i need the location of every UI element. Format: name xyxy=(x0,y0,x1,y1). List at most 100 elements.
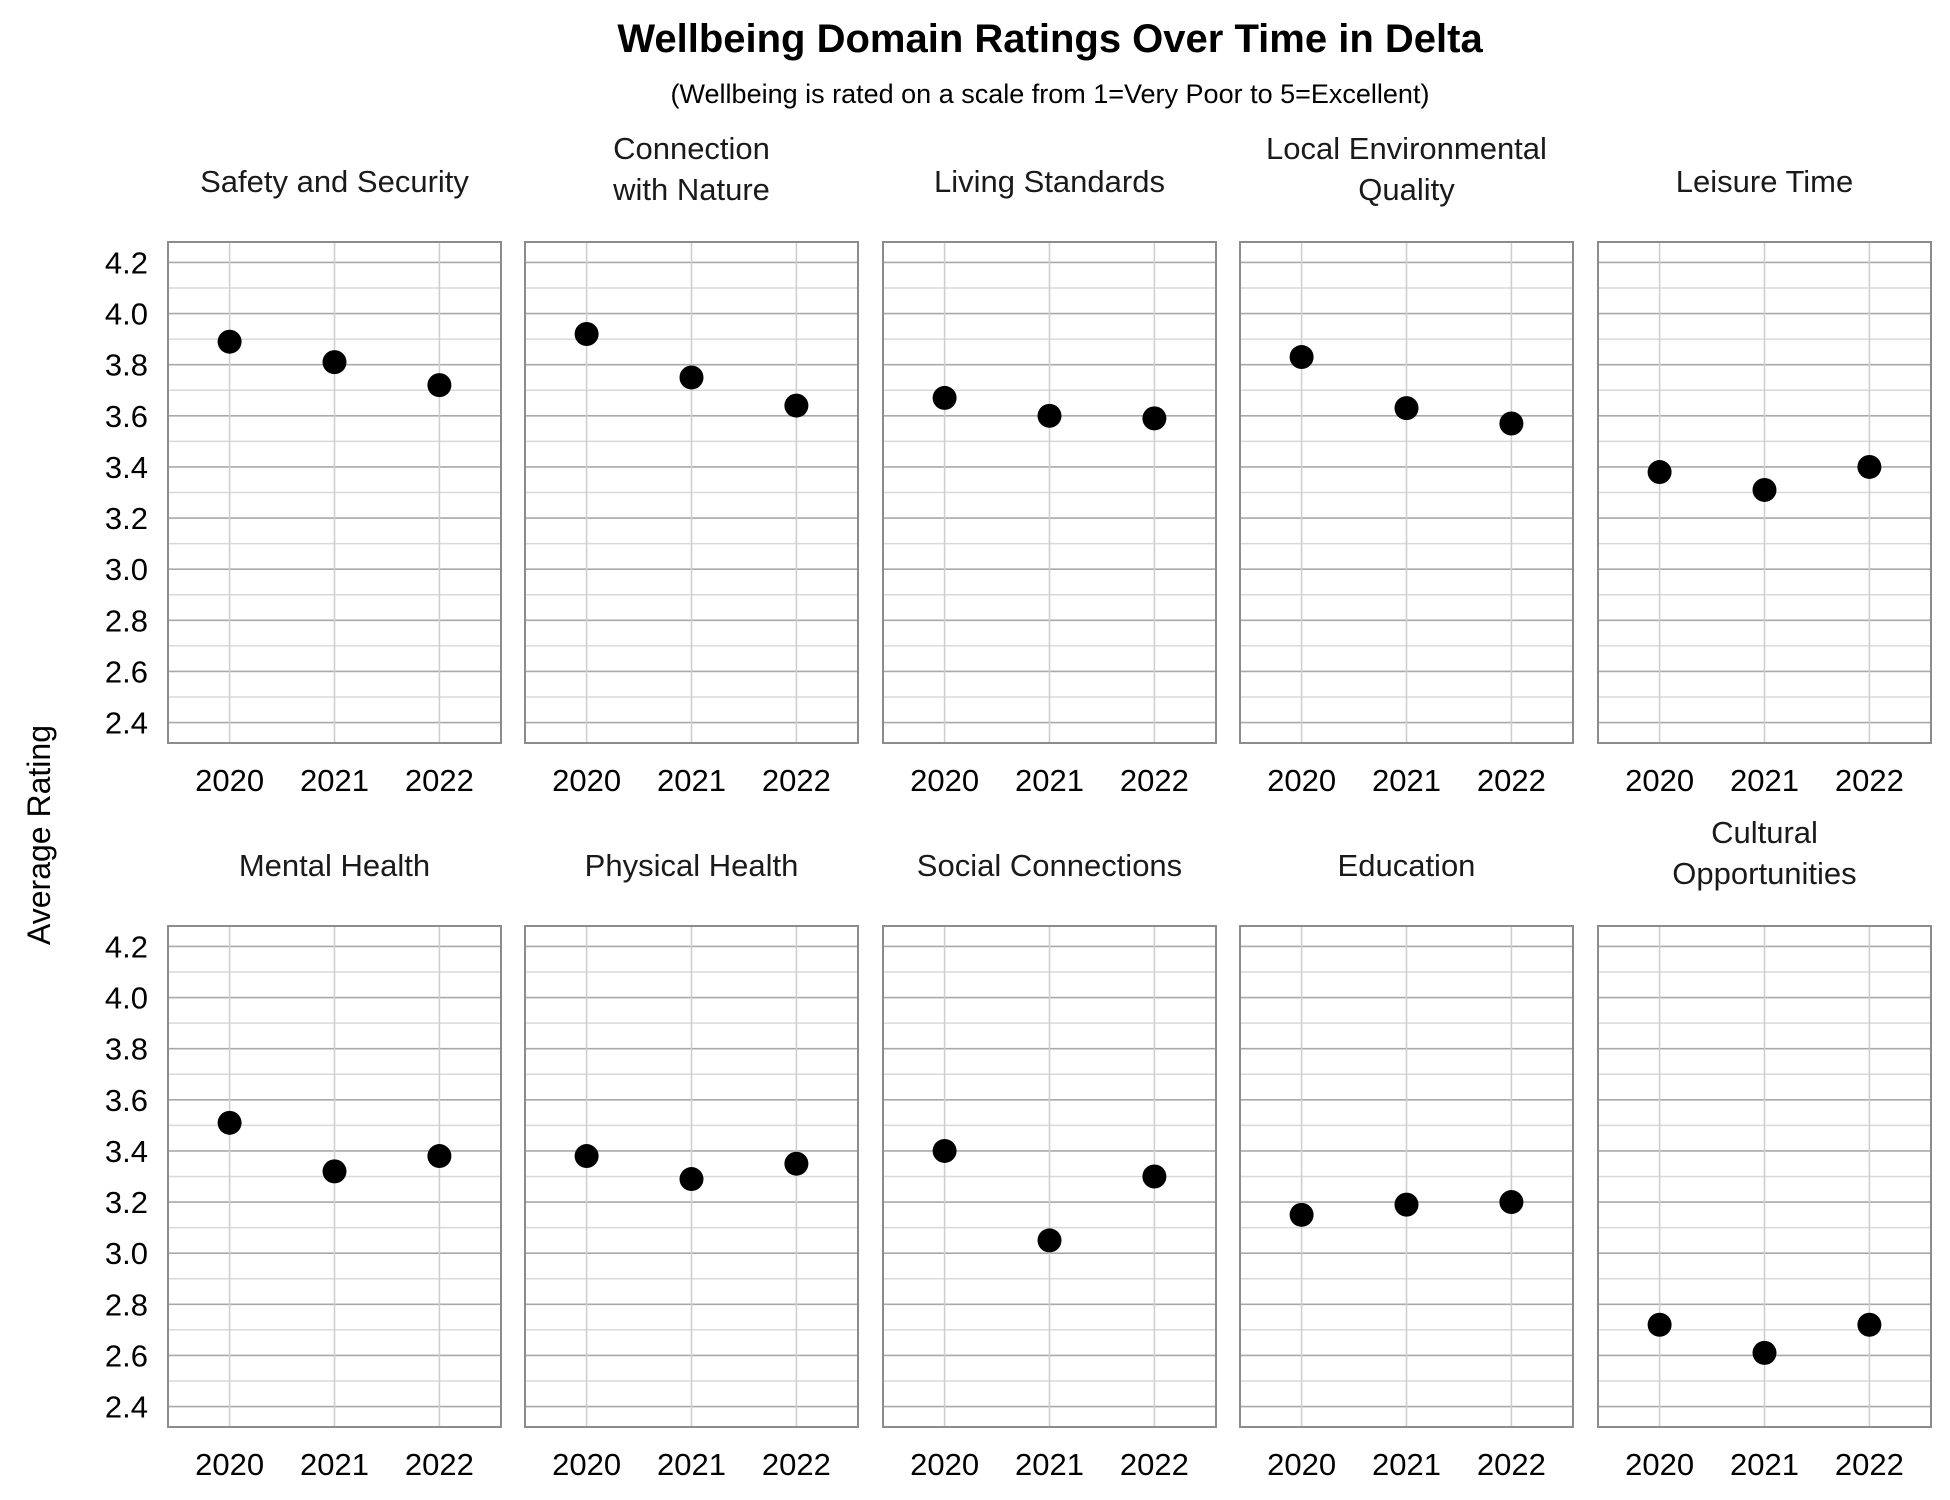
panel-cultural-opportunities: Cultural Opportunities 2020 2021 2022 xyxy=(1597,815,1932,1482)
panel-physical-health: Physical Health 2020 2021 2022 xyxy=(524,848,859,1482)
data-point-connection-with-nature-2022 xyxy=(784,393,809,418)
data-point-local-environmental-quality-2020 xyxy=(1289,345,1314,370)
y-tick-label: 3.0 xyxy=(105,552,148,587)
y-tick-label: 3.6 xyxy=(105,399,148,434)
x-tick-label: 2021 xyxy=(1730,1447,1799,1482)
y-tick-label: 4.2 xyxy=(105,929,148,964)
panel-border xyxy=(1597,241,1932,744)
data-point-connection-with-nature-2020 xyxy=(574,322,599,347)
y-tick-label: 3.2 xyxy=(105,1185,148,1220)
chart-subtitle: (Wellbeing is rated on a scale from 1=Ve… xyxy=(671,79,1430,109)
panel-border xyxy=(882,925,1217,1428)
data-point-mental-health-2020 xyxy=(217,1110,242,1135)
data-point-leisure-time-2021 xyxy=(1752,477,1777,502)
x-tick-label: 2021 xyxy=(657,1447,726,1482)
data-point-education-2020 xyxy=(1289,1202,1314,1227)
x-tick-label: 2020 xyxy=(195,763,264,798)
data-point-living-standards-2022 xyxy=(1142,406,1167,431)
facet-title: Physical Health xyxy=(585,848,799,883)
data-point-physical-health-2021 xyxy=(679,1167,704,1192)
facet-title-line: Quality xyxy=(1358,172,1455,207)
x-tick-label: 2020 xyxy=(1625,1447,1694,1482)
x-tick-label: 2021 xyxy=(1372,1447,1441,1482)
facet-title: Local Environmental Quality xyxy=(1266,131,1547,207)
data-point-physical-health-2020 xyxy=(574,1144,599,1169)
y-tick-label: 2.8 xyxy=(105,1287,148,1322)
x-tick-label: 2022 xyxy=(1120,763,1189,798)
facet-title: Connection with Nature xyxy=(612,131,770,207)
facet-title: Safety and Security xyxy=(200,164,469,199)
facet-title: Leisure Time xyxy=(1676,164,1853,199)
data-point-living-standards-2020 xyxy=(932,385,957,410)
facet-title-line: Mental Health xyxy=(239,848,430,883)
panel-safety-and-security: Safety and Security 2.4 2.6 2.8 3.0 3.2 3.4 3.6… xyxy=(105,164,502,798)
panel-border xyxy=(524,241,859,744)
panel-border xyxy=(1597,925,1932,1428)
y-tick-label: 3.2 xyxy=(105,501,148,536)
data-point-connection-with-nature-2021 xyxy=(679,365,704,390)
panel-social-connections: Social Connections 2020 2021 2022 xyxy=(882,848,1217,1482)
y-tick-label: 2.8 xyxy=(105,603,148,638)
x-tick-label: 2021 xyxy=(657,763,726,798)
x-tick-label: 2020 xyxy=(1267,763,1336,798)
panel-border xyxy=(167,925,502,1428)
x-tick-label: 2022 xyxy=(1835,1447,1904,1482)
y-tick-label: 4.0 xyxy=(105,981,148,1016)
facet-title-line: Opportunities xyxy=(1672,856,1856,891)
x-tick-label: 2020 xyxy=(1625,763,1694,798)
x-tick-label: 2021 xyxy=(1015,763,1084,798)
x-tick-label: 2022 xyxy=(762,763,831,798)
facet-title: Living Standards xyxy=(934,164,1165,199)
panel-mental-health: Mental Health 2.4 2.6 2.8 3.0 3.2 3.4 3.6 3.8 4.0… xyxy=(105,848,502,1482)
x-tick-label: 2020 xyxy=(1267,1447,1336,1482)
panel-border xyxy=(167,241,502,744)
facet-title-line: Living Standards xyxy=(934,164,1165,199)
facet-title-line: Safety and Security xyxy=(200,164,469,199)
y-tick-label: 3.6 xyxy=(105,1083,148,1118)
facet-panels: Safety and Security 2.4 2.6 2.8 3.0 3.2 3.4 3.6… xyxy=(105,131,1932,1482)
y-axis-title: Average Rating xyxy=(21,725,57,945)
facet-title-line: Leisure Time xyxy=(1676,164,1853,199)
x-tick-label: 2022 xyxy=(1477,763,1546,798)
facet-title-line: Physical Health xyxy=(585,848,799,883)
facet-title: Mental Health xyxy=(239,848,430,883)
facet-title-line: Social Connections xyxy=(917,848,1182,883)
data-point-safety-and-security-2021 xyxy=(322,350,347,375)
data-point-cultural-opportunities-2021 xyxy=(1752,1340,1777,1365)
y-tick-label: 3.4 xyxy=(105,450,148,485)
x-tick-label: 2020 xyxy=(195,1447,264,1482)
x-tick-label: 2022 xyxy=(1835,763,1904,798)
data-point-social-connections-2020 xyxy=(932,1138,957,1163)
facet-title-line: Education xyxy=(1338,848,1476,883)
data-point-local-environmental-quality-2021 xyxy=(1394,396,1419,421)
facet-title-line: Local Environmental xyxy=(1266,131,1547,166)
x-tick-label: 2022 xyxy=(405,763,474,798)
x-tick-label: 2022 xyxy=(762,1447,831,1482)
data-point-mental-health-2021 xyxy=(322,1159,347,1184)
x-tick-label: 2021 xyxy=(1015,1447,1084,1482)
x-tick-label: 2021 xyxy=(1730,763,1799,798)
panel-education: Education 2020 2021 2022 xyxy=(1239,848,1574,1482)
y-tick-label: 4.2 xyxy=(105,245,148,280)
panel-connection-with-nature: Connection with Nature 2020 2021 2022 xyxy=(524,131,859,798)
y-tick-label: 2.6 xyxy=(105,654,148,689)
x-tick-label: 2022 xyxy=(1477,1447,1546,1482)
panel-border xyxy=(524,925,859,1428)
x-tick-label: 2020 xyxy=(910,763,979,798)
chart-title: Wellbeing Domain Ratings Over Time in De… xyxy=(617,17,1483,61)
y-tick-label: 3.8 xyxy=(105,1032,148,1067)
data-point-social-connections-2022 xyxy=(1142,1164,1167,1189)
y-tick-label: 4.0 xyxy=(105,297,148,332)
facet-title-line: with Nature xyxy=(612,172,770,207)
x-tick-label: 2021 xyxy=(300,1447,369,1482)
y-tick-label: 3.4 xyxy=(105,1134,148,1169)
data-point-mental-health-2022 xyxy=(427,1144,452,1169)
panel-leisure-time: Leisure Time 2020 2021 2022 xyxy=(1597,164,1932,798)
facet-title: Social Connections xyxy=(917,848,1182,883)
x-tick-label: 2020 xyxy=(552,763,621,798)
x-tick-label: 2020 xyxy=(552,1447,621,1482)
x-tick-label: 2021 xyxy=(1372,763,1441,798)
panel-border xyxy=(1239,241,1574,744)
facet-title-line: Connection xyxy=(613,131,770,166)
